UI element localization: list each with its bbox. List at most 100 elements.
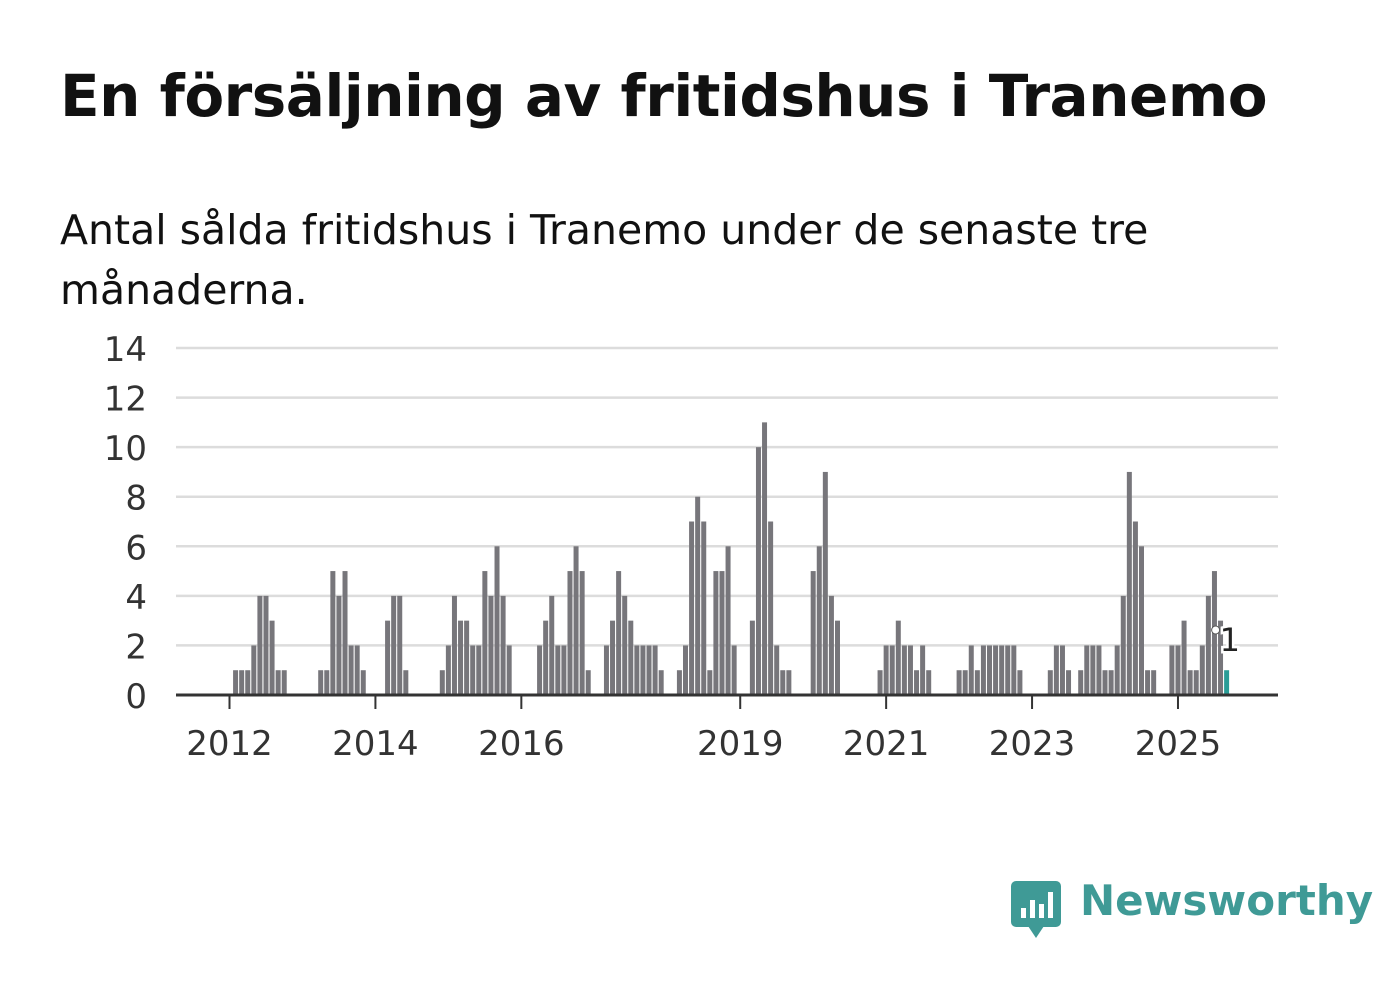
x-tick-label: 2025 <box>1135 724 1222 764</box>
bar <box>1047 670 1053 695</box>
bar <box>780 670 786 695</box>
bar <box>901 645 907 695</box>
bar <box>1108 670 1114 695</box>
bar <box>1120 595 1126 695</box>
bar <box>537 645 543 695</box>
bar <box>1017 670 1023 695</box>
annotation-label: 1 <box>1220 621 1240 659</box>
y-tick-label: 12 <box>104 380 147 420</box>
bar <box>579 571 585 695</box>
bar <box>816 546 822 695</box>
bar <box>1175 645 1181 695</box>
bar <box>676 670 682 695</box>
bar <box>725 546 731 695</box>
bar <box>445 645 451 695</box>
bar <box>403 670 409 695</box>
bar <box>1126 471 1132 695</box>
bar <box>810 571 816 695</box>
bar <box>1169 645 1175 695</box>
y-tick-label: 8 <box>125 479 147 519</box>
bar <box>494 546 500 695</box>
bar <box>239 670 245 695</box>
bar <box>974 670 980 695</box>
bars <box>233 422 1230 695</box>
bar <box>391 595 397 695</box>
bar <box>1132 521 1138 695</box>
bar <box>561 645 567 695</box>
bar <box>895 620 901 695</box>
bar <box>567 571 573 695</box>
bar <box>342 571 348 695</box>
bar <box>713 571 719 695</box>
bar <box>476 645 482 695</box>
bar <box>622 595 628 695</box>
bar <box>348 645 354 695</box>
bar <box>585 670 591 695</box>
chart-title: En försäljning av fritidshus i Tranemo <box>60 62 1268 130</box>
bar <box>652 645 658 695</box>
bar <box>640 645 646 695</box>
bar <box>999 645 1005 695</box>
bar <box>1218 620 1224 695</box>
bar <box>1090 645 1096 695</box>
bar <box>506 645 512 695</box>
bar <box>324 670 330 695</box>
bar <box>1151 670 1157 695</box>
bar <box>1199 645 1205 695</box>
x-tick-label: 2014 <box>332 724 419 764</box>
x-tick-label: 2021 <box>843 724 930 764</box>
bar <box>397 595 403 695</box>
bar <box>458 620 464 695</box>
y-tick-label: 0 <box>125 677 147 717</box>
annotation: 1 <box>1211 619 1242 662</box>
bar <box>993 645 999 695</box>
bar <box>573 546 579 695</box>
bar <box>482 571 488 695</box>
bar <box>263 595 269 695</box>
bar <box>877 670 883 695</box>
newsworthy-logo-icon <box>1011 881 1061 938</box>
bar <box>749 620 755 695</box>
bar <box>689 521 695 695</box>
bar <box>488 595 494 695</box>
x-tick-label: 2019 <box>697 724 784 764</box>
bar <box>768 521 774 695</box>
y-tick-label: 4 <box>125 578 147 618</box>
bar <box>920 645 926 695</box>
bar <box>731 645 737 695</box>
bar <box>707 670 713 695</box>
bar <box>1187 670 1193 695</box>
bar <box>628 620 634 695</box>
bar <box>822 471 828 695</box>
bar <box>257 595 263 695</box>
x-tick-label: 2016 <box>478 724 565 764</box>
x-tick-label: 2012 <box>186 724 273 764</box>
bar <box>1193 670 1199 695</box>
bar <box>1084 645 1090 695</box>
x-tick-label: 2023 <box>989 724 1076 764</box>
bar <box>1145 670 1151 695</box>
bar <box>275 670 281 695</box>
bar <box>439 670 445 695</box>
bar <box>695 496 701 695</box>
bar <box>719 571 725 695</box>
annotation-dot <box>1211 625 1221 635</box>
bar <box>907 645 913 695</box>
bar <box>987 645 992 695</box>
bar <box>774 645 780 695</box>
bar <box>318 670 324 695</box>
bar <box>646 645 652 695</box>
bar <box>883 645 889 695</box>
bar <box>603 645 609 695</box>
y-tick-label: 10 <box>104 429 147 469</box>
bar <box>385 620 391 695</box>
bar <box>1078 670 1084 695</box>
bar <box>1096 645 1102 695</box>
bar <box>786 670 792 695</box>
bar <box>926 670 932 695</box>
bar <box>762 422 768 695</box>
bar <box>330 571 336 695</box>
bar <box>269 620 275 695</box>
bar <box>464 620 470 695</box>
